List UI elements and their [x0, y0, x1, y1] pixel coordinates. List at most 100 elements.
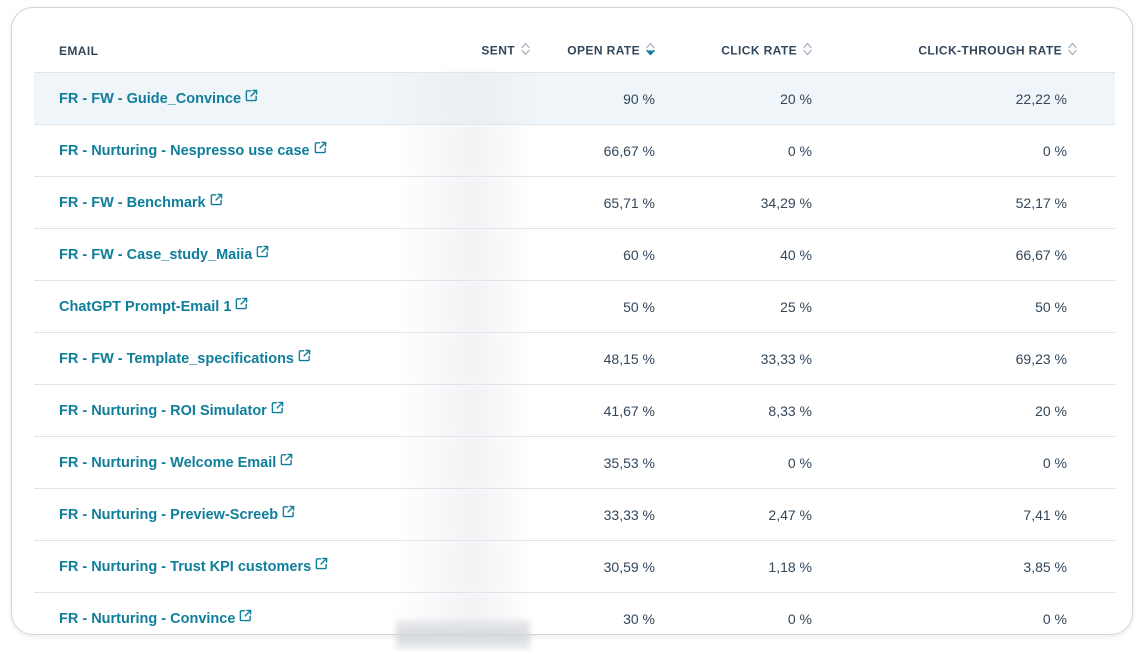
click-rate-cell: 33,33 %: [680, 332, 836, 385]
sort-arrows-icon[interactable]: [645, 42, 655, 59]
email-cell: FR - Nurturing - ROI Simulator: [34, 384, 394, 437]
external-link-icon[interactable]: [256, 245, 269, 261]
open-rate-cell: 65,71 %: [530, 176, 680, 229]
blurred-value: [394, 333, 530, 384]
click-through-rate-cell: 66,67 %: [836, 228, 1115, 281]
open-rate-cell: 33,33 %: [530, 488, 680, 541]
click-through-rate-cell: 20 %: [836, 384, 1115, 437]
email-name-link[interactable]: FR - FW - Template_specifications: [59, 350, 294, 367]
email-name-link[interactable]: FR - FW - Case_study_Maiia: [59, 246, 253, 263]
external-link-icon[interactable]: [239, 609, 252, 625]
column-header-click-rate[interactable]: CLICK RATE: [680, 30, 836, 73]
email-name-link[interactable]: FR - FW - Benchmark: [59, 194, 206, 211]
external-link-icon[interactable]: [298, 349, 311, 365]
email-cell: ChatGPT Prompt-Email 1: [34, 280, 394, 333]
click-rate-cell: 0 %: [680, 592, 836, 634]
table-row: FR - FW - Case_study_Maiia 60 % 40 % 66,67 …: [34, 228, 1115, 281]
sort-arrows-icon[interactable]: [802, 42, 812, 59]
click-through-rate-cell: 52,17 %: [836, 176, 1115, 229]
table-row: FR - Nurturing - Welcome Email 35,53 % 0 %…: [34, 436, 1115, 489]
external-link-icon[interactable]: [271, 401, 284, 417]
sent-cell: [394, 436, 530, 489]
external-link-icon[interactable]: [235, 297, 248, 313]
email-cell: FR - FW - Guide_Convince: [34, 72, 394, 125]
column-header-label: SENT: [481, 43, 515, 58]
table-row: FR - Nurturing - Nespresso use case 66,67…: [34, 124, 1115, 177]
column-header-label: CLICK-THROUGH RATE: [918, 43, 1062, 58]
click-rate-cell: 25 %: [680, 280, 836, 333]
blurred-value: [394, 177, 530, 228]
email-name-link[interactable]: FR - Nurturing - Convince: [59, 610, 236, 627]
email-name-link[interactable]: FR - Nurturing - Preview-Screeb: [59, 506, 279, 523]
open-rate-cell: 30 %: [530, 592, 680, 634]
email-performance-card: EMAIL SENT OPEN RATE CLICK RATE CLICK-TH…: [11, 7, 1133, 635]
open-rate-cell: 41,67 %: [530, 384, 680, 437]
blurred-value: [394, 541, 530, 592]
table-row: FR - FW - Template_specifications 48,15 %…: [34, 332, 1115, 385]
sort-arrows-icon[interactable]: [520, 42, 530, 59]
blurred-value: [394, 229, 530, 280]
email-cell: FR - Nurturing - Preview-Screeb: [34, 488, 394, 541]
table-row: FR - Nurturing - Preview-Screeb 33,33 % 2,…: [34, 488, 1115, 541]
column-header-label: CLICK RATE: [721, 43, 797, 58]
click-rate-cell: 40 %: [680, 228, 836, 281]
email-cell: FR - Nurturing - Convince: [34, 592, 394, 634]
blurred-value: [394, 489, 530, 540]
click-through-rate-cell: 3,85 %: [836, 540, 1115, 593]
blurred-value: [394, 73, 530, 124]
column-header-email: EMAIL: [34, 30, 394, 73]
email-name-link[interactable]: FR - FW - Guide_Convince: [59, 90, 242, 107]
open-rate-cell: 30,59 %: [530, 540, 680, 593]
email-cell: FR - FW - Case_study_Maiia: [34, 228, 394, 281]
click-rate-cell: 0 %: [680, 436, 836, 489]
blurred-overlay: [396, 620, 530, 651]
sent-cell: [394, 176, 530, 229]
external-link-icon[interactable]: [315, 557, 328, 573]
column-header-open-rate[interactable]: OPEN RATE: [530, 30, 680, 73]
table-row: FR - FW - Benchmark 65,71 % 34,29 % 52,17 %: [34, 176, 1115, 229]
email-cell: FR - Nurturing - Trust KPI customers: [34, 540, 394, 593]
table-row: FR - Nurturing - Trust KPI customers 30,5…: [34, 540, 1115, 593]
email-name-link[interactable]: ChatGPT Prompt-Email 1: [59, 298, 232, 315]
click-through-rate-cell: 0 %: [836, 592, 1115, 634]
click-through-rate-cell: 0 %: [836, 124, 1115, 177]
sort-arrows-icon[interactable]: [1067, 42, 1077, 59]
column-header-label: EMAIL: [59, 44, 99, 58]
table-row: FR - Nurturing - ROI Simulator 41,67 % 8,3…: [34, 384, 1115, 437]
table-row: FR - Nurturing - Convince 30 % 0 % 0 %: [34, 592, 1115, 634]
blurred-value: [394, 281, 530, 332]
click-through-rate-cell: 69,23 %: [836, 332, 1115, 385]
email-cell: FR - Nurturing - Welcome Email: [34, 436, 394, 489]
external-link-icon[interactable]: [210, 193, 223, 209]
external-link-icon[interactable]: [245, 89, 258, 105]
email-name-link[interactable]: FR - Nurturing - Welcome Email: [59, 454, 277, 471]
open-rate-cell: 35,53 %: [530, 436, 680, 489]
table-row: ChatGPT Prompt-Email 1 50 % 25 % 50 %: [34, 280, 1115, 333]
external-link-icon[interactable]: [282, 505, 295, 521]
open-rate-cell: 66,67 %: [530, 124, 680, 177]
external-link-icon[interactable]: [314, 141, 327, 157]
open-rate-cell: 48,15 %: [530, 332, 680, 385]
sent-cell: [394, 540, 530, 593]
email-name-link[interactable]: FR - Nurturing - Nespresso use case: [59, 142, 310, 159]
sent-cell: [394, 228, 530, 281]
email-name-link[interactable]: FR - Nurturing - Trust KPI customers: [59, 558, 312, 575]
click-through-rate-cell: 50 %: [836, 280, 1115, 333]
email-performance-table: EMAIL SENT OPEN RATE CLICK RATE CLICK-TH…: [34, 30, 1115, 634]
blurred-value: [394, 437, 530, 488]
click-through-rate-cell: 7,41 %: [836, 488, 1115, 541]
sent-cell: [394, 488, 530, 541]
click-rate-cell: 2,47 %: [680, 488, 836, 541]
column-header-click-through-rate[interactable]: CLICK-THROUGH RATE: [836, 30, 1115, 73]
click-rate-cell: 20 %: [680, 72, 836, 125]
email-cell: FR - Nurturing - Nespresso use case: [34, 124, 394, 177]
click-rate-cell: 0 %: [680, 124, 836, 177]
email-cell: FR - FW - Benchmark: [34, 176, 394, 229]
email-name-link[interactable]: FR - Nurturing - ROI Simulator: [59, 402, 267, 419]
sent-cell: [394, 124, 530, 177]
column-header-sent[interactable]: SENT: [394, 30, 530, 73]
click-through-rate-cell: 22,22 %: [836, 72, 1115, 125]
click-rate-cell: 8,33 %: [680, 384, 836, 437]
external-link-icon[interactable]: [280, 453, 293, 469]
sent-cell: [394, 72, 530, 125]
